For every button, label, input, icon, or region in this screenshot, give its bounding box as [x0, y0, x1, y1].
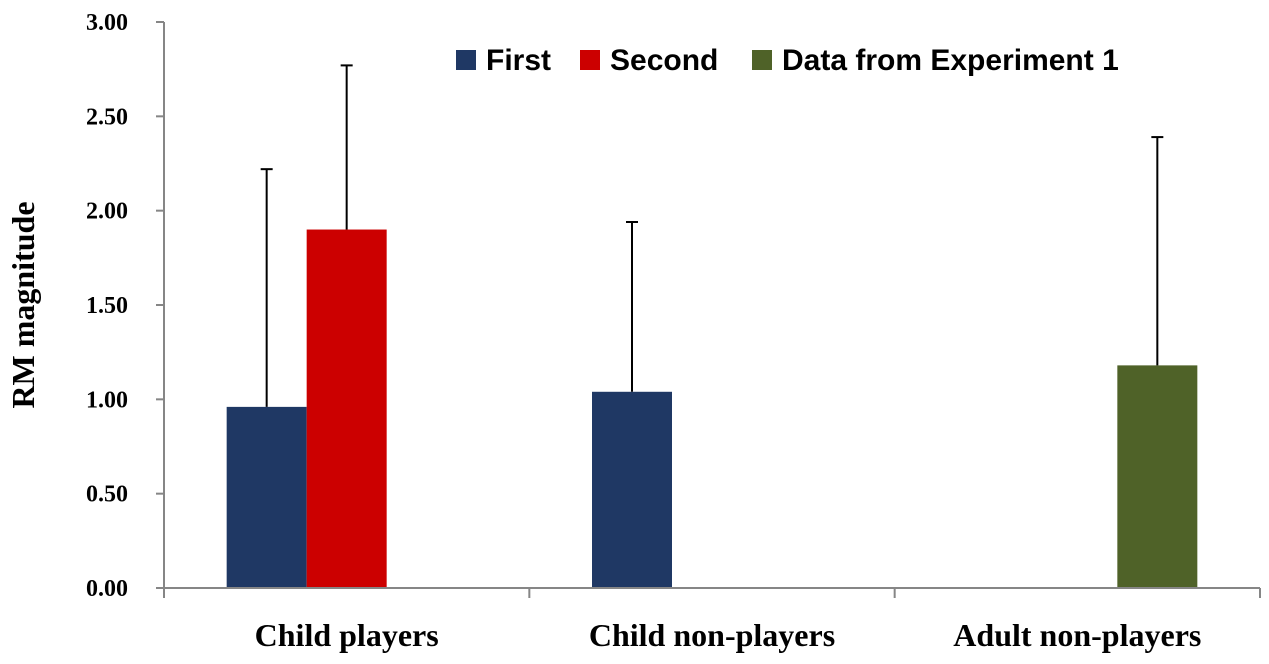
y-axis-ticks: 0.00 0.50 1.00 1.50 2.00 2.50 3.00	[86, 10, 164, 602]
y-tick-label: 3.00	[86, 10, 128, 36]
legend-label: Data from Experiment 1	[782, 44, 1119, 77]
y-tick-label: 2.50	[86, 104, 128, 130]
bar	[226, 406, 307, 588]
x-category-label: Child non-players	[589, 617, 835, 653]
x-category-label: Child players	[255, 617, 439, 653]
bars	[226, 229, 1198, 589]
legend-swatch	[752, 50, 772, 70]
legend-label: Second	[610, 44, 718, 77]
y-tick-label: 1.00	[86, 387, 128, 413]
legend-swatch	[456, 50, 476, 70]
x-axis-category-labels: Child players Child non-players Adult non-…	[255, 617, 1202, 653]
y-tick-label: 2.00	[86, 199, 128, 225]
legend: First Second Data from Experiment 1	[456, 44, 1119, 77]
y-tick-label: 0.50	[86, 482, 128, 508]
x-category-label: Adult non-players	[953, 617, 1201, 653]
bar	[592, 391, 672, 588]
legend-label: First	[486, 44, 551, 77]
error-bars	[260, 64, 1164, 407]
y-axis-title: RM magnitude	[5, 201, 41, 408]
y-tick-label: 0.00	[86, 576, 128, 602]
x-axis-ticks	[163, 588, 1261, 598]
legend-swatch	[580, 50, 600, 70]
bar	[1117, 365, 1198, 588]
y-tick-label: 1.50	[86, 293, 128, 319]
bar	[306, 229, 387, 589]
